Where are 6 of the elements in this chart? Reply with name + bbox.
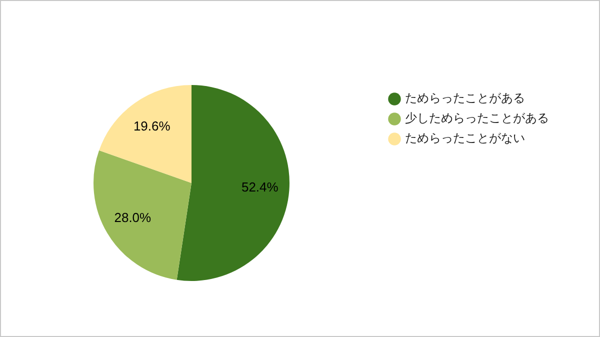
legend-label: ためらったことがある: [405, 91, 525, 106]
data-label: 28.0%: [114, 210, 152, 225]
data-label: 52.4%: [241, 180, 279, 195]
legend-label: ためらったことがない: [405, 131, 525, 146]
legend-label: 少しためらったことがある: [405, 111, 549, 126]
data-label: 19.6%: [133, 118, 171, 134]
